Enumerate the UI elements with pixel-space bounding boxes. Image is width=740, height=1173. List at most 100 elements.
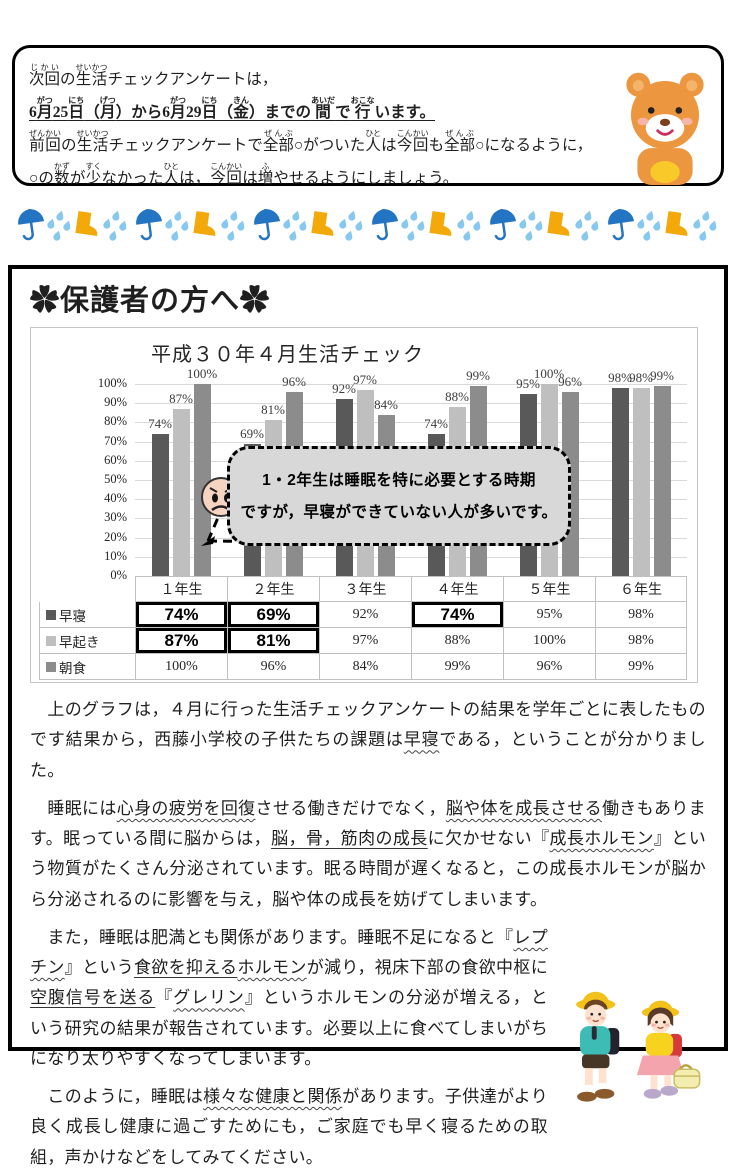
- category-label: ４年生: [411, 576, 503, 602]
- callout-bubble: 1・2年生は睡眠を特に必要とする時期 ですが，早寝ができていない人が多いです。: [227, 446, 571, 546]
- intro-box: 次回じかいの生活せいかつ チェックアンケートは， 6 月がつ 25 日にち（月げつ ）から6…: [12, 45, 724, 188]
- section-heading: ✿保護者の方へ✿: [30, 285, 271, 317]
- data-label: 74%: [424, 415, 448, 431]
- umbrella-icon: [254, 208, 281, 241]
- raindrop-icon: [401, 210, 425, 241]
- emphasized-text: グレリン: [173, 988, 245, 1008]
- legend-row-label: 朝食: [39, 654, 135, 680]
- data-label: 88%: [445, 389, 469, 405]
- table-value: 98%: [595, 602, 687, 628]
- data-label: 99%: [466, 367, 490, 383]
- emphasized-text: 空腹信号を送る: [30, 988, 156, 1008]
- table-value: 74%: [411, 602, 503, 628]
- ruby-text: 増ふ: [257, 161, 274, 187]
- ruby-text: 金きん: [233, 95, 250, 121]
- bar-早寝: 74%: [148, 416, 172, 576]
- table-value: 84%: [319, 654, 411, 680]
- data-label: 99%: [650, 367, 674, 383]
- table-value: 92%: [319, 602, 411, 628]
- table-value: 100%: [503, 628, 595, 654]
- data-label: 96%: [558, 373, 582, 389]
- emphasized-text: 食欲を抑える: [133, 958, 238, 977]
- gridline: [135, 384, 687, 385]
- raindrop-icon: [575, 210, 599, 241]
- ruby-text: 生活せいかつ: [75, 62, 108, 88]
- gridline: [135, 422, 687, 424]
- newsletter-body: ✿保護者の方へ✿ 平成３０年４月生活チェック 100% 90% 80% 70% 60% 5…: [8, 265, 728, 1167]
- bar-早起き: 98%: [629, 370, 653, 576]
- y-axis-label: 0%: [110, 568, 127, 582]
- paragraph: 上のグラフは，４月に行った生活チェックアンケートの結果を学年ごとに表したものです…: [30, 700, 706, 780]
- table-value: 96%: [503, 654, 595, 680]
- data-label: 98%: [629, 369, 653, 385]
- paragraph: また，睡眠は肥満とも関係があります。睡眠不足になると『レプチン』という食欲を抑え…: [30, 923, 706, 1102]
- umbrella-icon: [490, 208, 517, 241]
- gridline: [135, 556, 687, 558]
- data-label: 97%: [353, 371, 377, 387]
- callout-line2: ですが，早寝ができていない人が多いです。: [240, 503, 558, 521]
- raindrop-icon: [693, 210, 717, 241]
- ruby-text: 全部ぜんぶ: [444, 128, 476, 154]
- data-label: 100%: [186, 366, 218, 381]
- ruby-text: 少すく: [85, 161, 102, 187]
- bar-朝食: 100%: [187, 366, 217, 576]
- boot-icon: [75, 211, 98, 236]
- boot-icon: [311, 211, 334, 236]
- table-value: 96%: [227, 654, 319, 680]
- ruby-text: 全部ぜんぶ: [262, 128, 294, 154]
- umbrella-icon: [136, 208, 163, 241]
- ruby-text: 今回こんかい: [396, 128, 429, 154]
- raindrop-icon: [221, 210, 245, 241]
- table-value: 88%: [411, 628, 503, 654]
- y-axis-label: 50%: [104, 472, 127, 486]
- table-value: 81%: [227, 628, 319, 654]
- boot-icon: [665, 211, 688, 236]
- intro-text: 次回じかいの生活せいかつ チェックアンケートは， 6 月がつ 25 日にち（月げつ ）から6…: [29, 56, 609, 188]
- boot-icon: [429, 211, 452, 236]
- data-label: 87%: [169, 390, 193, 406]
- intro-line: 6 月がつ 25 日にち（月げつ ）から6 月がつ 29 日にち（金きん ）までの 間あいだで行お…: [29, 95, 436, 121]
- raindrop-icon: [283, 210, 307, 241]
- ruby-text: 次回じかい: [29, 62, 61, 88]
- ruby-text: 人ひと: [163, 161, 180, 187]
- ruby-text: 日にち: [201, 95, 218, 121]
- ruby-text: 生活せいかつ: [76, 128, 109, 154]
- emphasized-text: 様々な健康と関係: [203, 1087, 343, 1106]
- bar-group: 74% 87% 100%: [135, 366, 227, 576]
- y-axis-label: 40%: [104, 491, 127, 506]
- y-axis-label: 60%: [104, 452, 127, 467]
- category-label: ６年生: [595, 576, 687, 602]
- data-label: 81%: [261, 402, 285, 418]
- data-label: 95%: [516, 375, 540, 391]
- data-label: 92%: [332, 381, 356, 397]
- data-label: 98%: [608, 369, 632, 385]
- ruby-text: 間あいだ: [311, 95, 336, 121]
- chart-title: 平成３０年４月生活チェック: [151, 344, 424, 366]
- legend-row-label: 早起き: [39, 628, 135, 654]
- raindrop-icon: [103, 210, 127, 241]
- umbrella-icon: [608, 208, 635, 241]
- raindrop-icon: [47, 210, 71, 241]
- chart-data-table: 早寝 74% 69% 92% 74% 95% 98% 早起き 87% 81% 97% 88% 100% 9…: [39, 602, 687, 680]
- emphasized-text: 心身の疲労を回復: [116, 798, 256, 818]
- raindrop-icon: [165, 210, 189, 241]
- children-illustration: [576, 991, 701, 1102]
- ruby-text: 人ひと: [365, 128, 382, 154]
- emphasized-text: 脳，骨，筋肉の成長: [271, 829, 428, 848]
- table-value: 98%: [595, 628, 687, 654]
- emphasized-text: ホルモン: [237, 958, 307, 977]
- paragraph: 睡眠には心身の疲労を回復させる働きだけでなく，脳や体を成長させる働きもあります。…: [30, 798, 706, 909]
- data-label: 69%: [240, 425, 264, 441]
- y-axis-label: 70%: [104, 433, 127, 448]
- table-value: 74%: [135, 602, 227, 628]
- chart-panel: 平成３０年４月生活チェック 100% 90% 80% 70% 60% 50% 40% 30% 2…: [30, 327, 698, 683]
- boot-icon: [193, 211, 216, 236]
- legend-row-label: 早寝: [39, 602, 135, 628]
- table-value: 100%: [135, 654, 227, 680]
- intro-line: 次回じかいの生活せいかつ チェックアンケートは，: [29, 62, 278, 88]
- bar-早寝: 98%: [608, 370, 632, 576]
- category-label: １年生: [135, 576, 227, 602]
- raindrop-icon: [519, 210, 543, 241]
- bear-illustration: [626, 72, 704, 185]
- table-value: 69%: [227, 602, 319, 628]
